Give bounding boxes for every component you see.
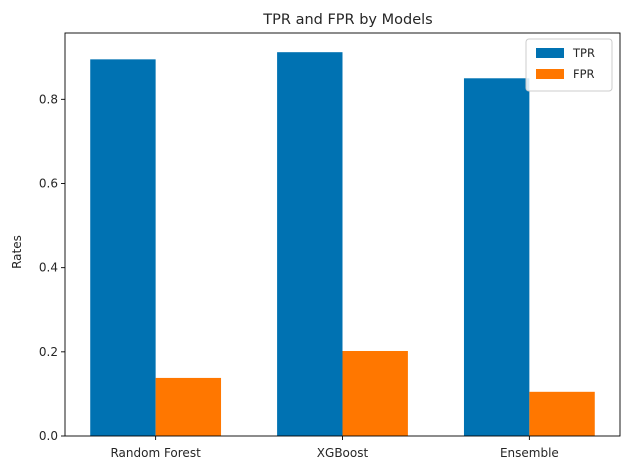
legend-swatch-tpr (536, 48, 564, 58)
legend: TPR FPR (525, 38, 613, 92)
bar-tpr-xgboost (277, 52, 343, 436)
x-tick-label: Ensemble (500, 446, 559, 460)
y-tick-label: 0.4 (39, 261, 58, 275)
bar-tpr-ensemble (463, 78, 530, 437)
legend-label-tpr: TPR (572, 46, 595, 60)
legend-swatch-fpr (536, 69, 564, 79)
legend-box (525, 38, 613, 92)
bar-fpr-xgboost (342, 350, 408, 436)
bar-tpr-random-forest (90, 59, 156, 437)
x-tick-label: XGBoost (317, 446, 369, 460)
y-tick-label: 0.6 (39, 176, 58, 190)
y-axis-label: Rates (10, 235, 24, 269)
x-tick-label: Random Forest (110, 446, 201, 460)
bar-fpr-random-forest (155, 377, 222, 436)
y-tick-label: 0.0 (39, 429, 58, 443)
y-tick-label: 0.2 (39, 345, 58, 359)
chart-title: TPR and FPR by Models (262, 12, 432, 28)
bar-fpr-ensemble (529, 391, 595, 436)
plot-area: 0.0 0.2 0.4 0.6 0.8 Random Forest XGBoost Ensem… (39, 32, 621, 460)
y-tick-label: 0.8 (39, 92, 58, 106)
legend-label-fpr: FPR (573, 67, 595, 81)
